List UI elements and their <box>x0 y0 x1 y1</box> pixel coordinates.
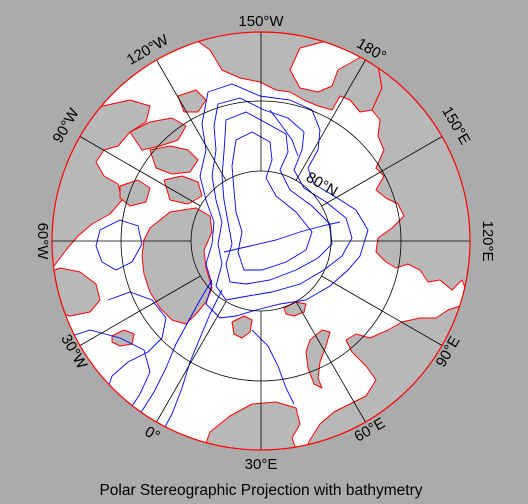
bathymetry-contour-ridge <box>223 221 341 253</box>
meridian-60e <box>295 301 366 423</box>
meridian-90e <box>321 275 443 346</box>
land-arctic-archipelago-3 <box>163 175 203 205</box>
lon-label-60w: 60°W <box>34 223 51 261</box>
lon-label-0: 0° <box>142 423 163 445</box>
lon-label-30e: 30°E <box>245 456 278 473</box>
land-arctic-archipelago-5 <box>177 89 207 113</box>
land-svalbard <box>231 315 253 339</box>
meridian-0 <box>156 301 227 423</box>
meridian-90w <box>79 136 201 207</box>
bathymetry-contour-basin-1 <box>221 111 333 285</box>
bathymetry-contour-strait <box>139 279 213 415</box>
map-frame <box>51 31 471 451</box>
meridian-120w <box>156 59 227 181</box>
bathymetry-layer <box>59 83 369 439</box>
land-greenland <box>141 207 213 325</box>
land-arctic-archipelago-1 <box>129 117 187 151</box>
land-novaya-zemlya <box>305 329 331 389</box>
lon-label-120e: 120°E <box>479 220 496 261</box>
bathymetry-contour-basin-2 <box>231 131 313 271</box>
bathymetry-contour-shelf <box>199 83 369 319</box>
bathymetry-contour-slope <box>211 97 353 301</box>
figure-caption: Polar Stereographic Projection with bath… <box>99 482 422 499</box>
meridian-30w <box>79 275 201 346</box>
meridian-180 <box>295 59 366 181</box>
bathymetry-contour-chukchi <box>269 109 299 157</box>
meridians <box>52 32 470 450</box>
bathymetry-contour-baffin <box>95 219 143 271</box>
land-bering-region <box>189 32 383 113</box>
land-arctic-archipelago-2 <box>149 145 199 175</box>
bathymetry-contour-barents <box>251 329 295 405</box>
graticule-layer <box>52 32 470 450</box>
meridian-150e <box>321 136 443 207</box>
lon-label-150w: 150°W <box>238 13 284 30</box>
